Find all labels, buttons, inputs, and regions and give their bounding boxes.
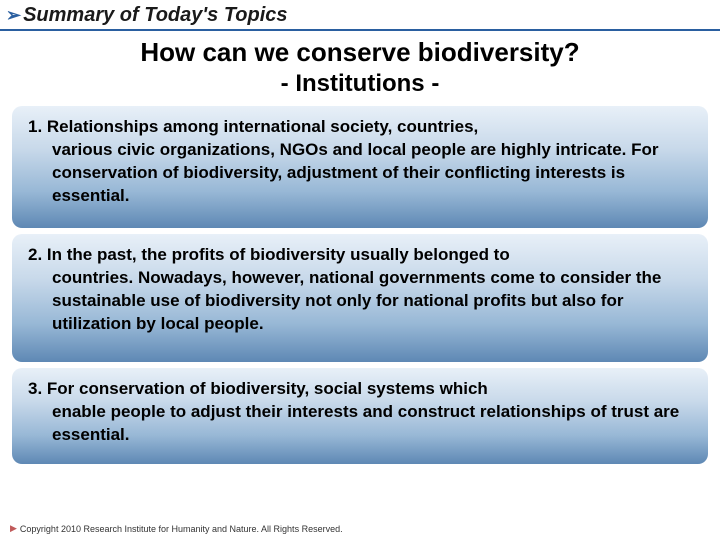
card-2-body: countries. Nowadays, however, national g… — [28, 267, 692, 336]
card-1-body: various civic organizations, NGOs and lo… — [28, 139, 692, 208]
card-1-firstline: Relationships among international societ… — [47, 117, 478, 136]
card-1-number: 1. — [28, 117, 47, 136]
card-3-number: 3. — [28, 379, 47, 398]
chevron-right-icon: ➢ — [6, 5, 21, 26]
footer: ▶ Copyright 2010 Research Institute for … — [10, 523, 343, 534]
play-icon: ▶ — [10, 523, 17, 534]
card-2-firstline: In the past, the profits of biodiversity… — [47, 245, 510, 264]
header-bar: ➢ Summary of Today's Topics — [0, 0, 720, 31]
copyright-text: Copyright 2010 Research Institute for Hu… — [20, 524, 343, 534]
title-line-1: How can we conserve biodiversity? — [0, 37, 720, 68]
card-2-number: 2. — [28, 245, 47, 264]
title-line-2: - Institutions - — [0, 70, 720, 98]
summary-card-1: 1. Relationships among international soc… — [12, 106, 708, 228]
slide: ➢ Summary of Today's Topics How can we c… — [0, 0, 720, 540]
card-3-firstline: For conservation of biodiversity, social… — [47, 379, 488, 398]
summary-card-2: 2. In the past, the profits of biodivers… — [12, 234, 708, 362]
header-title: Summary of Today's Topics — [23, 4, 287, 27]
title-block: How can we conserve biodiversity? - Inst… — [0, 37, 720, 98]
summary-card-3: 3. For conservation of biodiversity, soc… — [12, 368, 708, 464]
card-3-body: enable people to adjust their interests … — [28, 401, 692, 447]
